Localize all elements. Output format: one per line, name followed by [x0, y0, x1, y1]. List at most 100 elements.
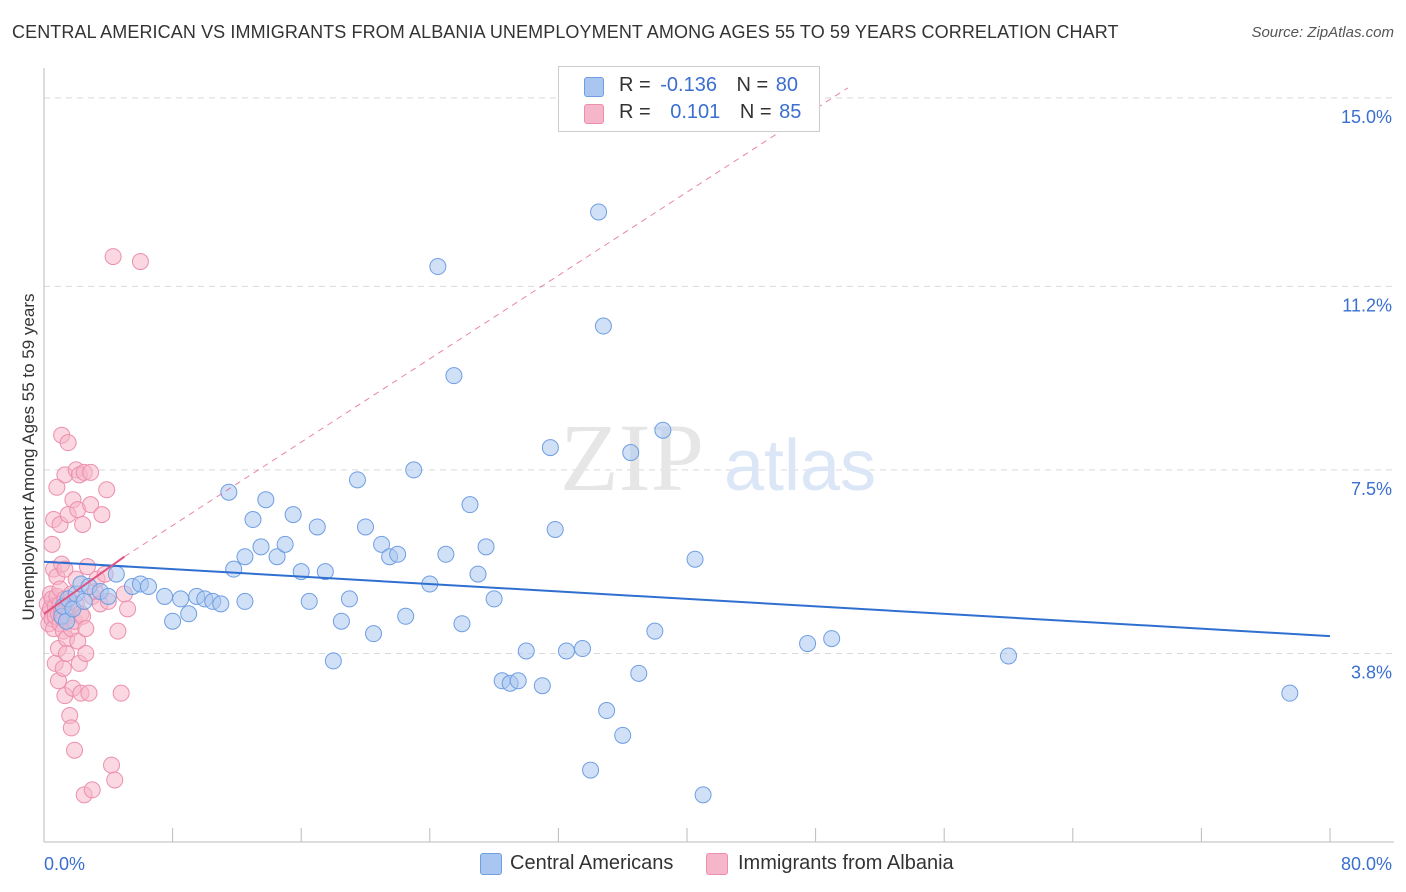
central-american-point [823, 630, 841, 648]
albania-point [119, 600, 137, 618]
central-american-point [686, 550, 704, 568]
legend-swatch-pink [584, 104, 604, 124]
central-american-point [308, 518, 326, 536]
central-american-point [244, 511, 262, 529]
central-american-point [75, 592, 93, 610]
albania-point [59, 434, 77, 452]
central-american-point [340, 590, 358, 608]
central-american-point [437, 545, 455, 563]
central-american-point [598, 702, 616, 720]
central-american-point [517, 642, 535, 660]
correlation-legend: R = -0.136 N = 80 R = 0.101 N = 85 [558, 66, 820, 132]
y-tick-label: 15.0% [1341, 107, 1392, 127]
central-american-point [694, 786, 712, 804]
central-american-point [389, 545, 407, 563]
central-american-point [461, 496, 479, 514]
central-american-point [509, 672, 527, 690]
bottom-legend-swatch-blue [480, 853, 502, 875]
central-american-point [594, 317, 612, 335]
central-american-point [156, 587, 174, 605]
legend-r-value: 0.101 [670, 101, 721, 123]
axes [43, 68, 1394, 843]
albania-point [58, 644, 76, 662]
central-american-point [373, 535, 391, 553]
central-american-point [365, 625, 383, 643]
bottom-legend-swatch-pink [706, 853, 728, 875]
central-american-point [485, 590, 503, 608]
central-american-point [107, 565, 125, 583]
tick-labels: 0.0% 80.0% 3.8% 7.5% 11.2% 15.0% [44, 107, 1392, 874]
central-american-point [284, 506, 302, 524]
albania-point [83, 781, 101, 799]
albania-point [103, 756, 121, 774]
central-american-point [614, 726, 632, 744]
y-tick-label: 7.5% [1351, 479, 1392, 499]
central-american-point [533, 677, 551, 695]
series-central-american-points [53, 203, 1299, 804]
central-american-point [590, 203, 608, 221]
albania-point [112, 684, 130, 702]
y-axis-label: Unemployment Among Ages 55 to 59 years [19, 293, 38, 621]
central-american-point [1281, 684, 1299, 702]
albania-point [56, 560, 74, 578]
central-american-point [236, 592, 254, 610]
central-american-point [630, 664, 648, 682]
albania-point [104, 248, 122, 266]
central-american-point [557, 642, 575, 660]
legend-swatch-blue [584, 77, 604, 97]
albania-point [77, 644, 95, 662]
albania-point [62, 719, 80, 737]
legend-r-label: R = [619, 74, 651, 96]
central-american-point [348, 471, 366, 489]
albania-point [93, 506, 111, 524]
central-american-point [445, 367, 463, 385]
central-american-point [316, 563, 334, 581]
albania-point [80, 684, 98, 702]
bottom-legend-label: Central Americans [510, 852, 674, 874]
central-american-point [574, 640, 592, 658]
trend-line-albania [43, 555, 125, 615]
central-american-point [268, 548, 286, 566]
central-american-point [236, 548, 254, 566]
central-american-point [324, 652, 342, 670]
central-american-point [172, 590, 190, 608]
source-label: Source: ZipAtlas.com [1251, 24, 1394, 41]
central-american-point [332, 612, 350, 630]
legend-n-label: N = [736, 74, 769, 96]
central-american-point [469, 565, 487, 583]
albania-point [69, 632, 87, 650]
x-tick-label-min: 0.0% [44, 854, 85, 874]
central-american-point [477, 538, 495, 556]
albania-point [98, 481, 116, 499]
central-american-point [276, 535, 294, 553]
central-american-point [257, 491, 275, 509]
trend-lines [43, 87, 1331, 638]
legend-n-value: 80 [775, 74, 799, 96]
central-american-point [799, 635, 817, 653]
albania-point [106, 771, 124, 789]
central-american-point [180, 605, 198, 623]
x-tick-label-max: 80.0% [1341, 854, 1392, 874]
legend-n-value: 85 [779, 101, 802, 123]
central-american-point [1000, 647, 1017, 665]
albania-point [54, 659, 72, 677]
central-american-point [139, 578, 157, 596]
central-american-point [357, 518, 374, 536]
central-american-point [646, 622, 664, 640]
albania-point [48, 478, 66, 496]
y-tick-label: 3.8% [1351, 662, 1392, 682]
trend-line-central-americans [43, 560, 1331, 638]
central-american-point [300, 592, 318, 610]
central-american-point [99, 587, 117, 605]
central-american-point [622, 444, 640, 462]
albania-point [74, 515, 92, 533]
grid [44, 97, 1394, 654]
albania-point [78, 558, 96, 576]
albania-point [109, 622, 127, 640]
trend-line-albania-extension [124, 87, 849, 558]
central-american-point [164, 612, 182, 630]
legend-r-label: R = [619, 101, 651, 123]
central-american-point [252, 538, 270, 556]
bottom-legend-label: Immigrants from Albania [738, 852, 954, 874]
legend-r-value: -0.136 [660, 74, 717, 96]
